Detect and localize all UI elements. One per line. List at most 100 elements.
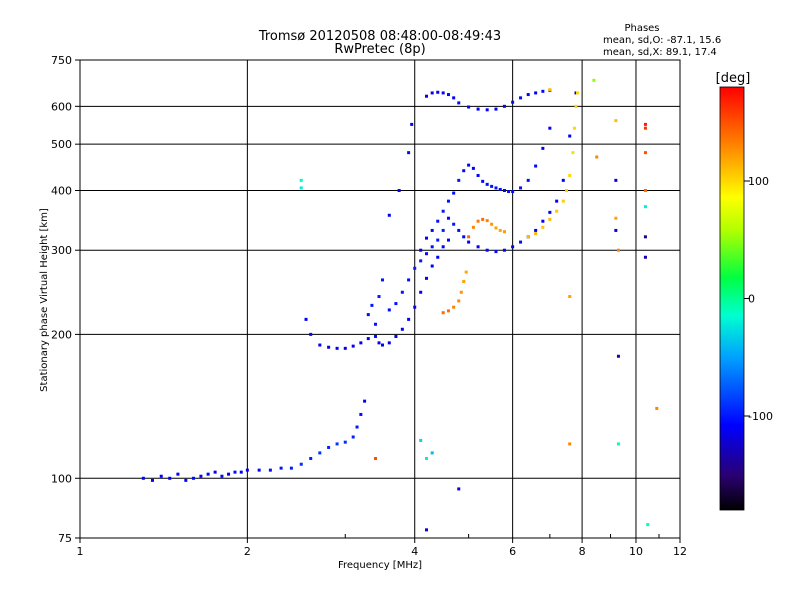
y-tick-label: 200 bbox=[51, 328, 72, 341]
data-point bbox=[548, 217, 552, 221]
data-point bbox=[430, 451, 434, 455]
data-point bbox=[452, 222, 456, 226]
data-point bbox=[446, 309, 450, 313]
data-point bbox=[394, 334, 398, 338]
data-point bbox=[561, 178, 565, 182]
data-point bbox=[397, 188, 401, 192]
data-point bbox=[387, 213, 391, 217]
data-point bbox=[355, 425, 359, 429]
data-point bbox=[351, 344, 355, 348]
data-point bbox=[410, 122, 414, 126]
data-point bbox=[494, 250, 498, 254]
legend-heading: Phases bbox=[624, 23, 659, 34]
y-tick-label: 100 bbox=[51, 472, 72, 485]
data-point bbox=[485, 182, 489, 186]
data-point bbox=[614, 119, 618, 123]
data-point bbox=[441, 91, 445, 95]
data-point bbox=[565, 188, 569, 192]
data-point bbox=[430, 228, 434, 232]
data-point bbox=[490, 222, 494, 226]
data-point bbox=[452, 305, 456, 309]
data-point bbox=[494, 107, 498, 111]
data-point bbox=[614, 216, 618, 220]
data-point bbox=[519, 96, 523, 100]
data-point bbox=[494, 226, 498, 230]
data-point bbox=[485, 219, 489, 223]
data-point bbox=[502, 230, 506, 234]
data-point bbox=[519, 240, 523, 244]
data-point bbox=[430, 245, 434, 249]
data-point bbox=[191, 476, 195, 480]
data-point bbox=[441, 311, 445, 315]
data-point bbox=[436, 90, 440, 94]
data-point bbox=[299, 178, 303, 182]
data-point bbox=[561, 199, 565, 203]
y-tick-label: 300 bbox=[51, 244, 72, 257]
data-point bbox=[150, 478, 154, 482]
x-tick-label: 8 bbox=[579, 545, 586, 558]
data-point bbox=[304, 317, 308, 321]
legend-line-o: mean, sd,O: -87.1, 15.6 bbox=[603, 35, 721, 46]
data-point bbox=[318, 451, 322, 455]
data-point bbox=[343, 346, 347, 350]
data-point bbox=[498, 228, 502, 232]
data-point bbox=[351, 435, 355, 439]
data-point bbox=[646, 523, 650, 527]
data-point bbox=[541, 219, 545, 223]
data-point bbox=[343, 440, 347, 444]
data-point bbox=[498, 187, 502, 191]
colorbar bbox=[719, 86, 745, 511]
data-point bbox=[511, 100, 515, 104]
data-point bbox=[289, 466, 293, 470]
data-point bbox=[387, 341, 391, 345]
legend-line-x: mean, sd,X: 89.1, 17.4 bbox=[603, 47, 717, 58]
data-point bbox=[359, 412, 363, 416]
data-point bbox=[541, 225, 545, 229]
x-tick-label: 2 bbox=[244, 545, 251, 558]
data-point bbox=[643, 122, 647, 126]
y-tick-label: 400 bbox=[51, 184, 72, 197]
data-point bbox=[199, 474, 203, 478]
data-point bbox=[534, 91, 538, 95]
data-point bbox=[377, 341, 381, 345]
data-point bbox=[373, 456, 377, 460]
data-point bbox=[141, 476, 145, 480]
data-point bbox=[467, 240, 471, 244]
data-point bbox=[457, 178, 461, 182]
data-point bbox=[419, 259, 423, 263]
data-point bbox=[366, 313, 370, 317]
data-point bbox=[519, 186, 523, 190]
data-point bbox=[394, 302, 398, 306]
data-point bbox=[206, 472, 210, 476]
data-point bbox=[436, 238, 440, 242]
colorbar-tick-label: -100 bbox=[748, 410, 773, 423]
data-point bbox=[446, 199, 450, 203]
data-point bbox=[616, 354, 620, 358]
data-point bbox=[643, 188, 647, 192]
data-point bbox=[511, 190, 515, 194]
data-point bbox=[481, 179, 485, 183]
data-point bbox=[541, 89, 545, 93]
y-axis-label: Stationary phase Virtual Height [km] bbox=[39, 208, 50, 392]
data-point bbox=[419, 438, 423, 442]
data-point bbox=[485, 248, 489, 252]
colorbar-tick-label: 0 bbox=[748, 293, 755, 306]
data-point bbox=[643, 255, 647, 259]
data-point bbox=[373, 334, 377, 338]
y-tick-label: 75 bbox=[58, 532, 72, 545]
data-point bbox=[327, 445, 331, 449]
data-point bbox=[257, 468, 261, 472]
data-point bbox=[430, 91, 434, 95]
data-point bbox=[168, 476, 172, 480]
data-point bbox=[568, 442, 572, 446]
data-point bbox=[245, 468, 249, 472]
data-point bbox=[299, 462, 303, 466]
data-point bbox=[548, 210, 552, 214]
colorbar-tick-label: 100 bbox=[748, 175, 769, 188]
data-point bbox=[572, 126, 576, 130]
data-point bbox=[534, 164, 538, 168]
data-point bbox=[233, 470, 237, 474]
data-point bbox=[462, 280, 466, 284]
data-point bbox=[425, 528, 429, 532]
data-point bbox=[413, 305, 417, 309]
